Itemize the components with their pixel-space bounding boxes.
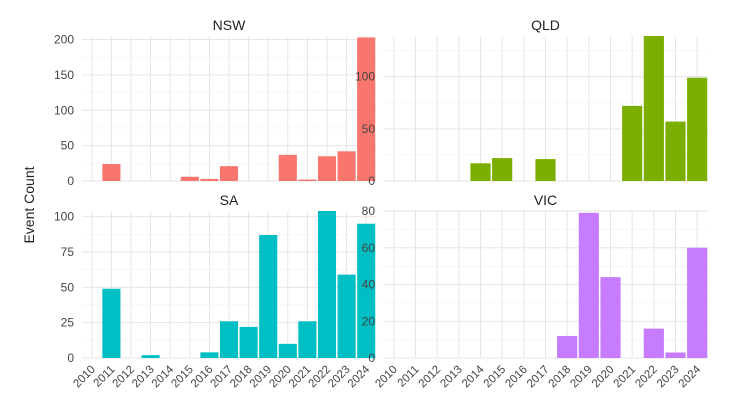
y-tick-label: 50 [362, 122, 376, 136]
panel-vic: 0 20 40 60 80 VIC 2010201120122013201420152016… [362, 192, 708, 390]
bar-sa-2020 [278, 343, 297, 358]
bar-sa-2024 [357, 223, 376, 358]
bar-nsw-2024 [357, 37, 376, 181]
panel-nsw: 0 50 100 150 200 NSW [54, 17, 376, 188]
bar-sa-2023 [337, 274, 356, 358]
bar-nsw-2011 [102, 164, 121, 181]
bar-nsw-2021 [298, 179, 317, 181]
panel-title: NSW [213, 17, 246, 33]
x-tick-label: 2020 [590, 364, 617, 391]
bar-qld-2014 [470, 163, 491, 181]
y-tick-label: 200 [54, 33, 74, 47]
x-tick-label: 2019 [568, 364, 595, 391]
y-tick-label: 75 [61, 245, 75, 259]
panel-title: QLD [531, 17, 560, 33]
y-tick-label: 50 [61, 280, 75, 294]
y-tick-label: 50 [61, 139, 75, 153]
x-tick-label: 2013 [130, 364, 157, 391]
bar-sa-2021 [298, 321, 317, 358]
panel-qld: 0 50 100 QLD [355, 17, 708, 188]
bar-qld-2023 [665, 121, 686, 181]
x-tick-label: 2023 [326, 364, 353, 391]
x-tick-label: 2019 [248, 364, 275, 391]
bar-qld-2015 [492, 158, 513, 181]
x-tick-label: 2011 [396, 364, 422, 390]
y-tick-label: 0 [67, 351, 74, 365]
y-tick-label: 0 [67, 174, 74, 188]
bar-qld-2024 [687, 77, 708, 181]
bar-qld-2017 [535, 159, 556, 181]
bar-sa-2022 [317, 211, 337, 358]
y-tick-label: 25 [61, 316, 75, 330]
y-tick-label: 0 [368, 174, 375, 188]
bar-vic-2022 [643, 328, 664, 358]
x-tick-label: 2013 [438, 364, 465, 391]
bar-qld-2021 [622, 105, 643, 181]
bar-sa-2017 [219, 321, 239, 358]
bar-nsw-2023 [337, 151, 356, 181]
y-tick-label: 150 [54, 68, 74, 82]
x-tick-label: 2012 [111, 364, 138, 391]
bar-vic-2024 [687, 247, 708, 358]
chart-panels: 050100150200NSW050100QLD0255075100SA2010… [54, 17, 708, 390]
y-tick-label: 80 [362, 204, 376, 218]
bar-sa-2019 [259, 235, 278, 358]
y-tick-label: 40 [362, 278, 376, 292]
bar-sa-2011 [102, 288, 121, 358]
y-tick-label: 100 [54, 103, 74, 117]
y-tick-label: 60 [362, 241, 376, 255]
x-tick-label: 2010 [71, 364, 98, 391]
x-tick-label: 2018 [228, 364, 255, 391]
panel-title: SA [220, 192, 239, 208]
panel-title: VIC [534, 192, 557, 208]
bar-sa-2018 [239, 326, 258, 358]
y-tick-label: 100 [54, 210, 74, 224]
bar-nsw-2016 [200, 178, 219, 181]
x-tick-label: 2022 [307, 364, 334, 391]
x-tick-label: 2023 [655, 364, 682, 391]
x-tick-label: 2022 [633, 364, 660, 391]
y-tick-label: 100 [355, 70, 375, 84]
bar-vic-2019 [578, 212, 599, 358]
y-tick-label: 20 [362, 314, 376, 328]
y-tick-label: 0 [368, 351, 375, 365]
bar-nsw-2015 [180, 176, 199, 181]
x-tick-label: 2016 [503, 364, 530, 391]
x-tick-label: 2012 [417, 364, 444, 391]
y-axis-label: Event Count [21, 166, 37, 243]
bar-nsw-2020 [278, 154, 297, 181]
bar-vic-2023 [665, 352, 686, 358]
bar-qld-2022 [643, 36, 664, 181]
x-tick-label: 2016 [189, 364, 216, 391]
x-tick-label: 2024 [346, 363, 373, 390]
x-tick-label: 2015 [482, 364, 509, 391]
x-tick-label: 2010 [373, 364, 400, 391]
x-tick-label: 2024 [677, 363, 704, 390]
x-tick-label: 2015 [169, 364, 196, 391]
x-tick-label: 2018 [547, 364, 574, 391]
bar-vic-2018 [557, 335, 578, 358]
bar-nsw-2022 [317, 156, 337, 181]
x-tick-label: 2020 [267, 364, 294, 391]
x-tick-label: 2017 [209, 364, 236, 391]
bar-vic-2020 [600, 277, 621, 358]
x-tick-label: 2017 [525, 364, 552, 391]
bar-sa-2016 [200, 352, 219, 358]
x-tick-label: 2021 [287, 364, 314, 391]
x-tick-label: 2014 [460, 363, 487, 390]
x-tick-label: 2021 [612, 364, 639, 391]
bar-sa-2013 [141, 355, 160, 358]
panel-sa: 0255075100SA2010201120122013201420152016… [54, 192, 376, 390]
bar-nsw-2017 [219, 166, 239, 181]
